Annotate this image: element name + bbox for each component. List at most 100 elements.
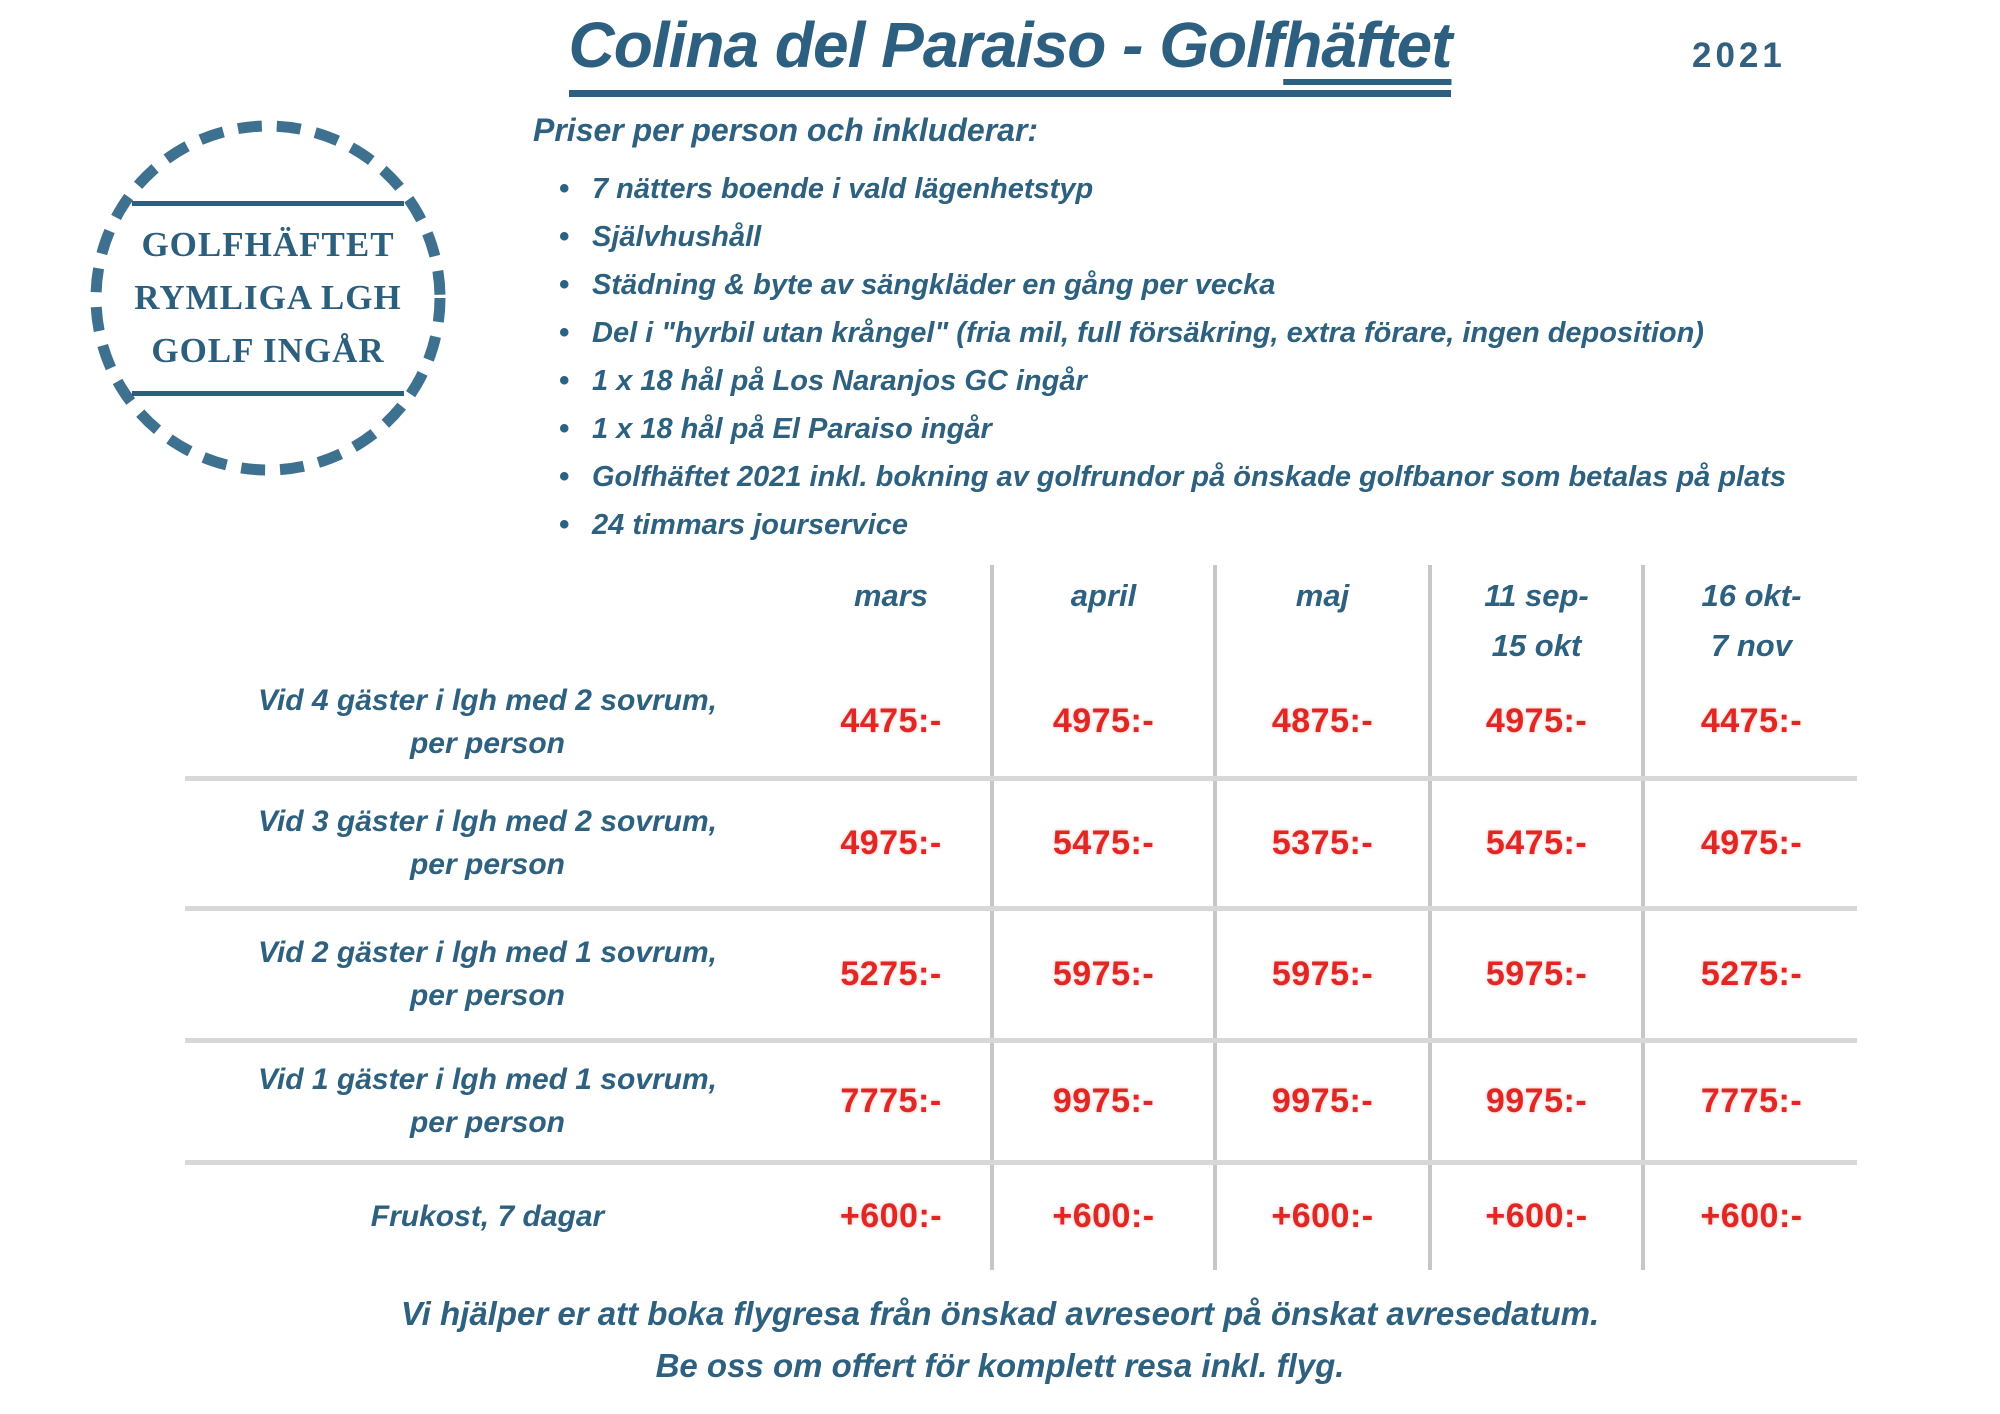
list-item-text: 1 x 18 hål på Los Naranjos GC ingår (592, 364, 1087, 397)
column-header-sep-okt: 11 sep- 15 okt (1430, 565, 1643, 665)
row-divider (185, 1160, 1857, 1165)
price-cell: 4975:- (1052, 702, 1155, 740)
list-item-text: 1 x 18 hål på El Paraiso ingår (592, 412, 992, 445)
row-divider (185, 1038, 1857, 1043)
bullet-dot-icon: • (559, 364, 570, 397)
price-cell: 5375:- (1271, 823, 1374, 862)
price-cell: 5975:- (1052, 954, 1155, 993)
dashed-circle-icon (90, 120, 446, 476)
badge-rule-bottom (132, 390, 404, 396)
bullet-dot-icon: • (559, 220, 570, 253)
column-divider (1428, 565, 1432, 1270)
price-cell: 4475:- (840, 702, 942, 740)
price-cell: 4975:- (1485, 702, 1588, 740)
price-cell: 9975:- (1052, 1081, 1155, 1120)
row-label-line1: Vid 3 gäster i lgh med 2 sovrum, (257, 805, 718, 838)
row-label-1-guest: Vid 1 gäster i lgh med 1 sovrum, per per… (185, 1040, 790, 1162)
badge-line-3: GOLF INGÅR (151, 330, 385, 370)
price-cell: +600:- (1052, 1196, 1155, 1235)
bullet-dot-icon: • (559, 412, 570, 445)
row-label-breakfast: Frukost, 7 dagar (185, 1162, 790, 1270)
price-table: mars april maj 11 sep- 15 okt 16 okt- 7 … (185, 565, 1860, 1270)
row-label-line1: Vid 2 gäster i lgh med 1 sovrum, (257, 936, 718, 969)
footer: Vi hjälper er att boka flygresa från öns… (0, 1288, 2000, 1392)
price-cell: +600:- (839, 1196, 943, 1235)
badge-line-1: GOLFHÄFTET (141, 224, 395, 264)
page-title-prefix: Colina del Paraiso - Golf (568, 9, 1285, 81)
price-cell: 4975:- (840, 823, 942, 862)
price-cell: +600:- (1700, 1196, 1803, 1235)
inclusions-list: • 7 nätters boende i vald lägenhetstyp •… (533, 165, 1953, 549)
column-header-mars: mars (790, 565, 992, 665)
row-label-line1: Vid 4 gäster i lgh med 2 sovrum, (257, 683, 718, 717)
list-item-text: Självhushåll (592, 220, 762, 253)
price-cell: +600:- (1485, 1196, 1588, 1235)
column-header-line2: 7 nov (1711, 628, 1792, 663)
page-title: Colina del Paraiso - Golfhäftet (300, 8, 1720, 97)
price-cell: 4875:- (1271, 702, 1374, 740)
row-label-3-guests: Vid 3 gäster i lgh med 2 sovrum, per per… (185, 778, 790, 908)
badge-content: GOLFHÄFTET RYMLIGA LGH GOLF INGÅR (86, 116, 450, 480)
header-spacer (185, 565, 790, 665)
badge-line-2: RYMLIGA LGH (134, 277, 402, 317)
row-label-line2: per person (409, 1106, 566, 1139)
list-item: • 7 nätters boende i vald lägenhetstyp (533, 165, 1953, 213)
list-item: • 1 x 18 hål på El Paraiso ingår (533, 405, 1953, 453)
list-item-text: Del i "hyrbil utan krångel" (fria mil, f… (592, 316, 1704, 349)
row-label-4-guests: Vid 4 gäster i lgh med 2 sovrum, per per… (185, 665, 790, 778)
list-item: • 1 x 18 hål på Los Naranjos GC ingår (533, 357, 1953, 405)
bullet-dot-icon: • (559, 172, 570, 205)
page-title-text: Colina del Paraiso - Golfhäftet (568, 8, 1452, 97)
list-item: • Del i "hyrbil utan krångel" (fria mil,… (533, 309, 1953, 357)
list-item-text: 24 timmars jourservice (592, 508, 908, 541)
year-label: 2021 (1692, 36, 1786, 75)
row-divider (185, 776, 1857, 781)
badge-rule-top (132, 200, 404, 206)
price-cell: 9975:- (1485, 1081, 1588, 1120)
column-header-line1: maj (1295, 578, 1350, 613)
price-cell: 4475:- (1700, 702, 1803, 740)
bullet-dot-icon: • (559, 316, 570, 349)
page-title-underlined-part: häftet (1283, 9, 1452, 81)
column-divider (1641, 565, 1645, 1270)
price-cell: 5275:- (1700, 954, 1803, 993)
price-cell: 5275:- (840, 954, 942, 993)
column-header-april: april (992, 565, 1215, 665)
price-cell: 4975:- (1700, 823, 1803, 862)
column-divider (990, 565, 994, 1270)
price-cell: 5475:- (1052, 823, 1155, 862)
column-header-maj: maj (1215, 565, 1430, 665)
list-item: • Självhushåll (533, 213, 1953, 261)
footer-line-2: Be oss om offert för komplett resa inkl.… (655, 1347, 1345, 1384)
bullet-dot-icon: • (559, 268, 570, 301)
column-divider (1213, 565, 1217, 1270)
bullet-dot-icon: • (559, 460, 570, 493)
list-item: • Städning & byte av sängkläder en gång … (533, 261, 1953, 309)
list-item: • Golfhäftet 2021 inkl. bokning av golfr… (533, 453, 1953, 501)
column-header-line2: 15 okt (1491, 628, 1582, 663)
golf-badge: GOLFHÄFTET RYMLIGA LGH GOLF INGÅR (86, 116, 450, 480)
price-cell: 7775:- (1700, 1081, 1803, 1120)
row-label-line1: Vid 1 gäster i lgh med 1 sovrum, (257, 1063, 718, 1096)
price-cell: 5975:- (1271, 954, 1374, 993)
list-item-text: 7 nätters boende i vald lägenhetstyp (592, 172, 1094, 205)
column-header-line1: april (1070, 578, 1137, 613)
price-cell: +600:- (1271, 1196, 1374, 1235)
bullet-dot-icon: • (559, 508, 570, 541)
row-label-line2: per person (409, 979, 566, 1012)
price-cell: 7775:- (840, 1081, 942, 1120)
list-item-text: Golfhäftet 2021 inkl. bokning av golfrun… (592, 460, 1787, 493)
price-intro: Priser per person och inkluderar: • 7 nä… (533, 112, 1953, 549)
footer-line-1: Vi hjälper er att boka flygresa från öns… (400, 1295, 1600, 1332)
intro-heading: Priser per person och inkluderar: (533, 112, 1039, 148)
row-divider (185, 906, 1857, 911)
list-item: • 24 timmars jourservice (533, 501, 1953, 549)
price-cell: 5475:- (1485, 823, 1588, 862)
row-label-line1: Frukost, 7 dagar (370, 1199, 605, 1233)
price-cell: 9975:- (1271, 1081, 1374, 1120)
row-label-line2: per person (409, 848, 566, 881)
price-cell: 5975:- (1485, 954, 1588, 993)
list-item-text: Städning & byte av sängkläder en gång pe… (592, 268, 1276, 301)
column-header-okt-nov: 16 okt- 7 nov (1643, 565, 1860, 665)
